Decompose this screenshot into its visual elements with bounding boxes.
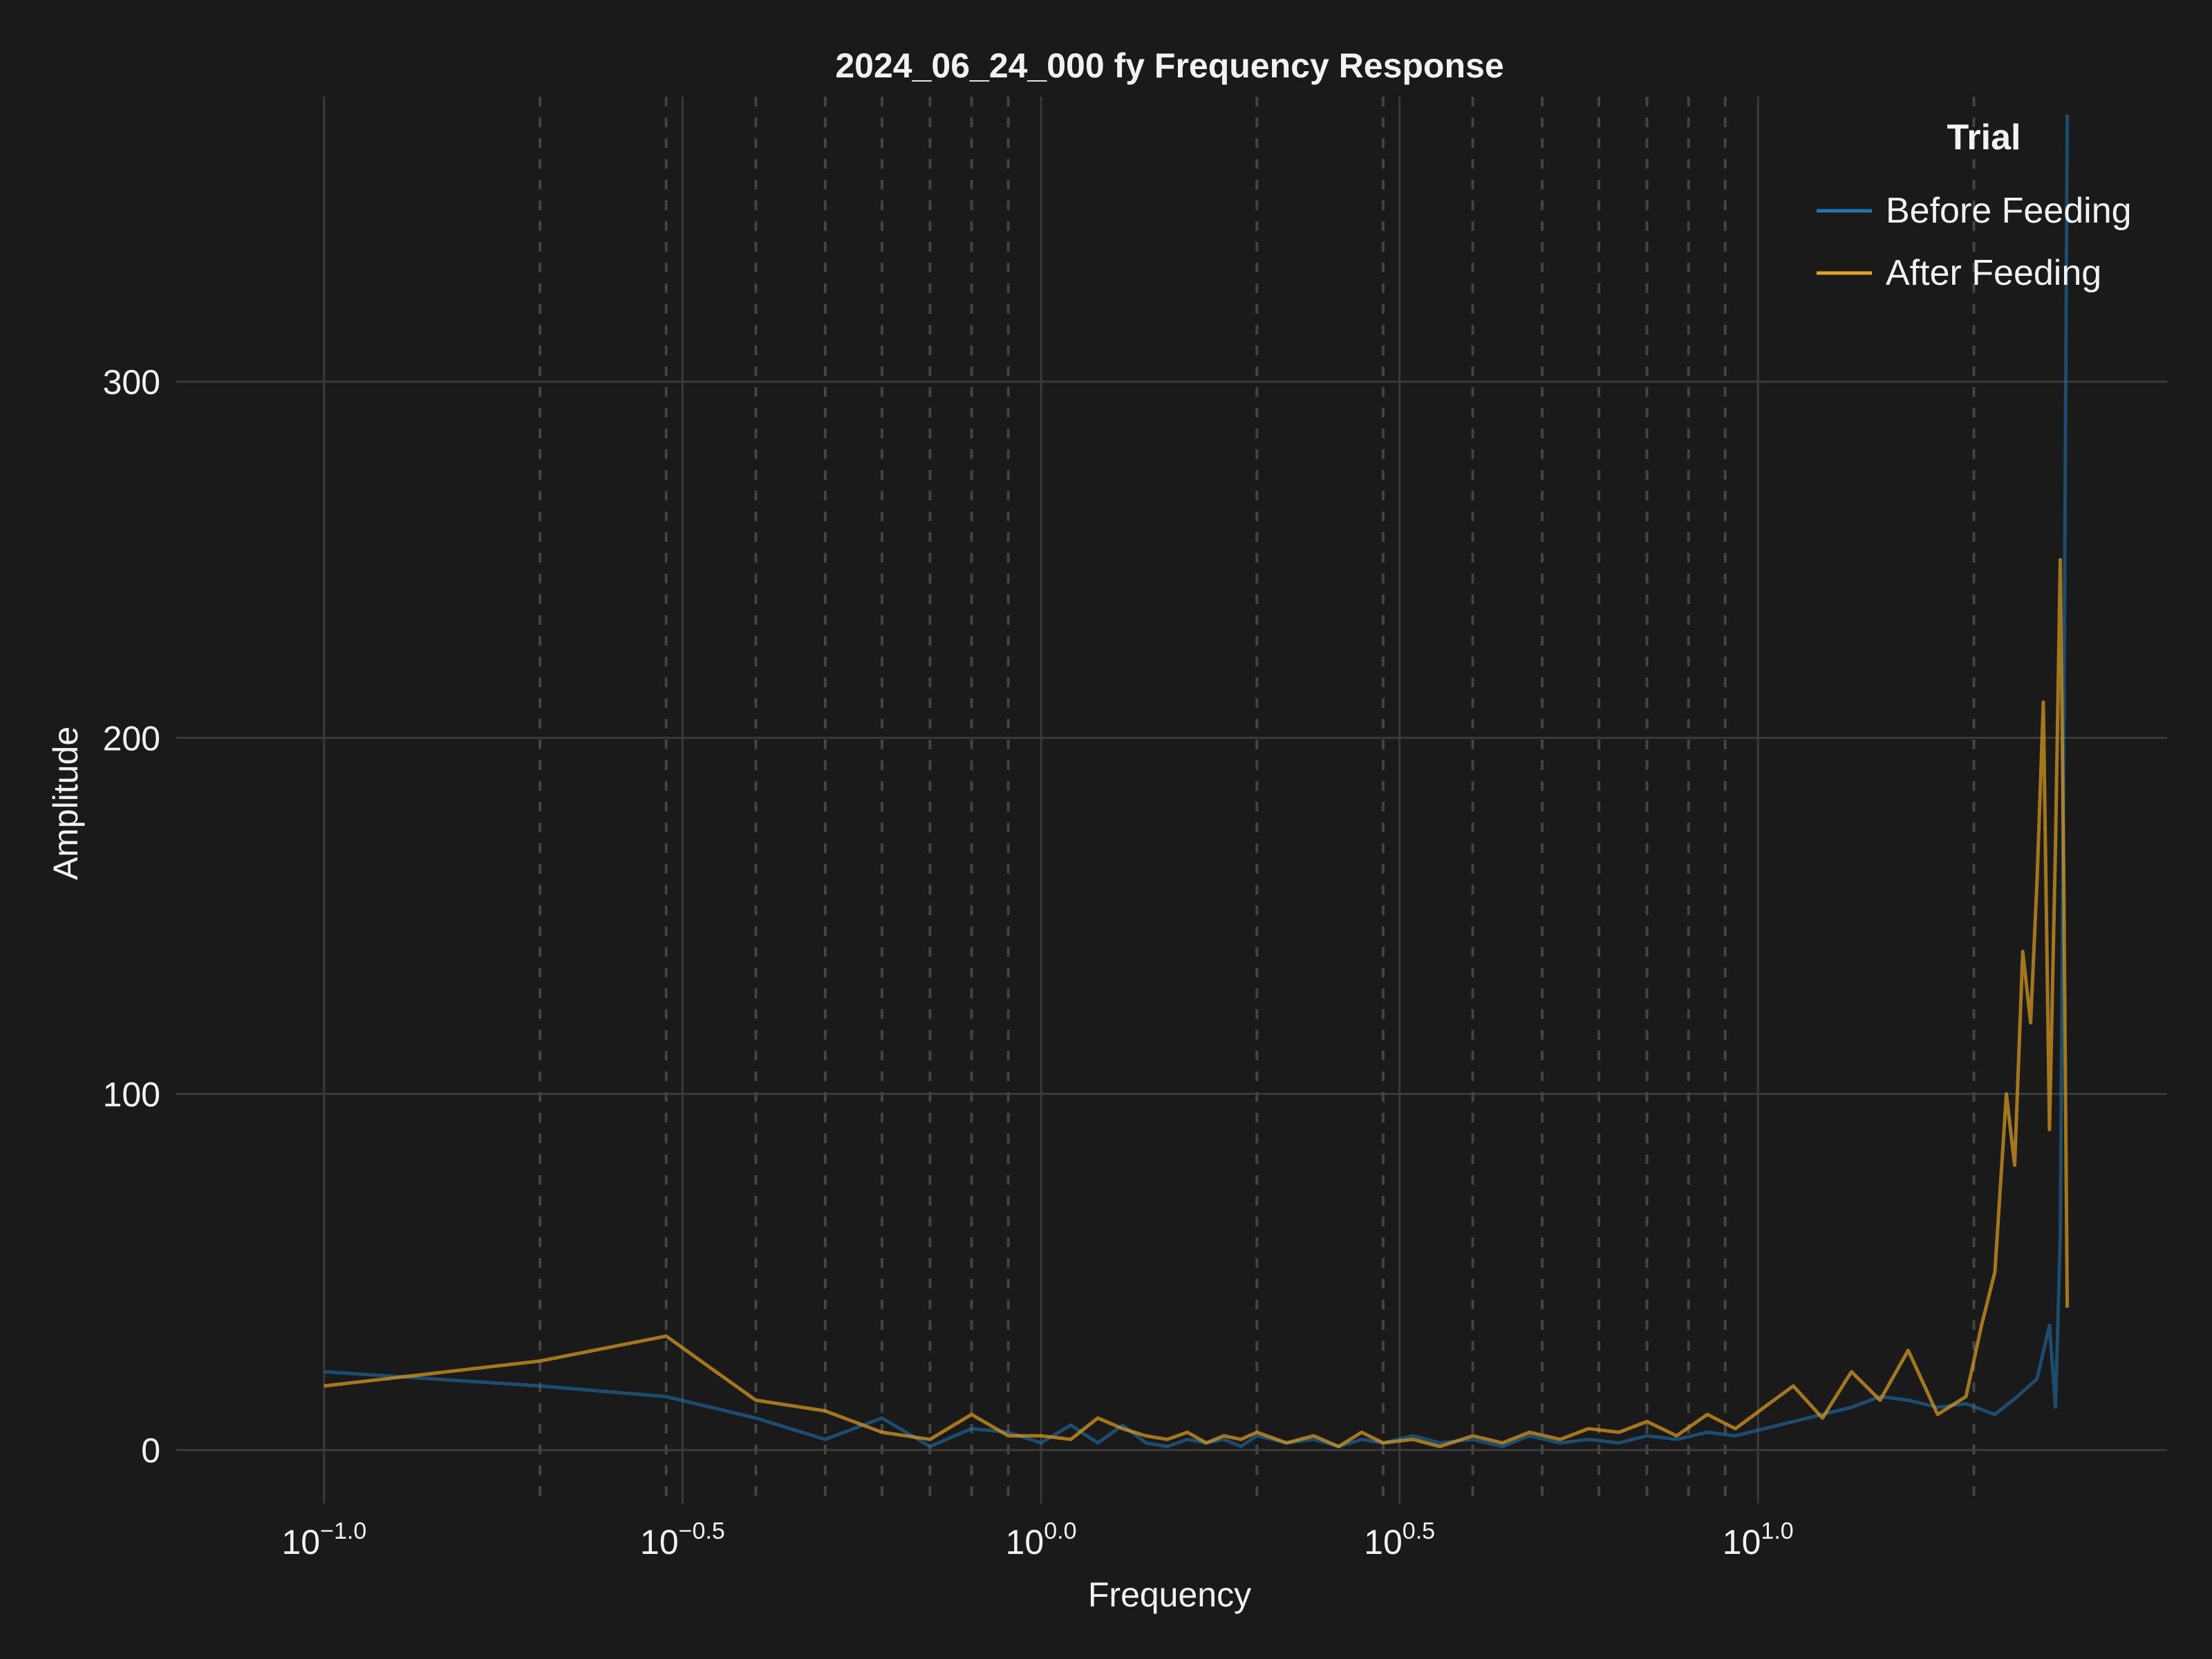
legend-label-after-feeding: After Feeding bbox=[1886, 253, 2101, 293]
series-line-0 bbox=[324, 114, 2070, 1449]
x-tick-label-0: 10−1.0 bbox=[282, 1518, 367, 1562]
series-line-1 bbox=[324, 558, 2070, 1449]
y-tick-label-1: 100 bbox=[103, 1076, 160, 1114]
tick-labels: 0 100 200 300 10−1.0 10−0.5 100.0 100.5 101.0 bbox=[103, 363, 1794, 1562]
x-tick-label-3: 100.5 bbox=[1364, 1518, 1435, 1562]
y-tick-label-0: 0 bbox=[141, 1432, 160, 1470]
legend-title: Trial bbox=[1947, 118, 2021, 158]
legend: Trial Before Feeding After Feeding bbox=[1817, 118, 2132, 293]
x-axis-title: Frequency bbox=[1088, 1575, 1251, 1614]
x-tick-label-1: 10−0.5 bbox=[640, 1518, 725, 1562]
x-tick-label-2: 100.0 bbox=[1006, 1518, 1077, 1562]
y-tick-label-2: 200 bbox=[103, 719, 160, 758]
y-axis-title: Amplitude bbox=[46, 727, 85, 880]
x-tick-label-4: 101.0 bbox=[1723, 1518, 1794, 1562]
grid bbox=[176, 97, 2167, 1503]
series-lines bbox=[324, 114, 2070, 1449]
chart-title: 2024_06_24_000 fy Frequency Response bbox=[835, 46, 1503, 85]
y-tick-label-3: 300 bbox=[103, 363, 160, 402]
legend-label-before-feeding: Before Feeding bbox=[1886, 191, 2132, 231]
